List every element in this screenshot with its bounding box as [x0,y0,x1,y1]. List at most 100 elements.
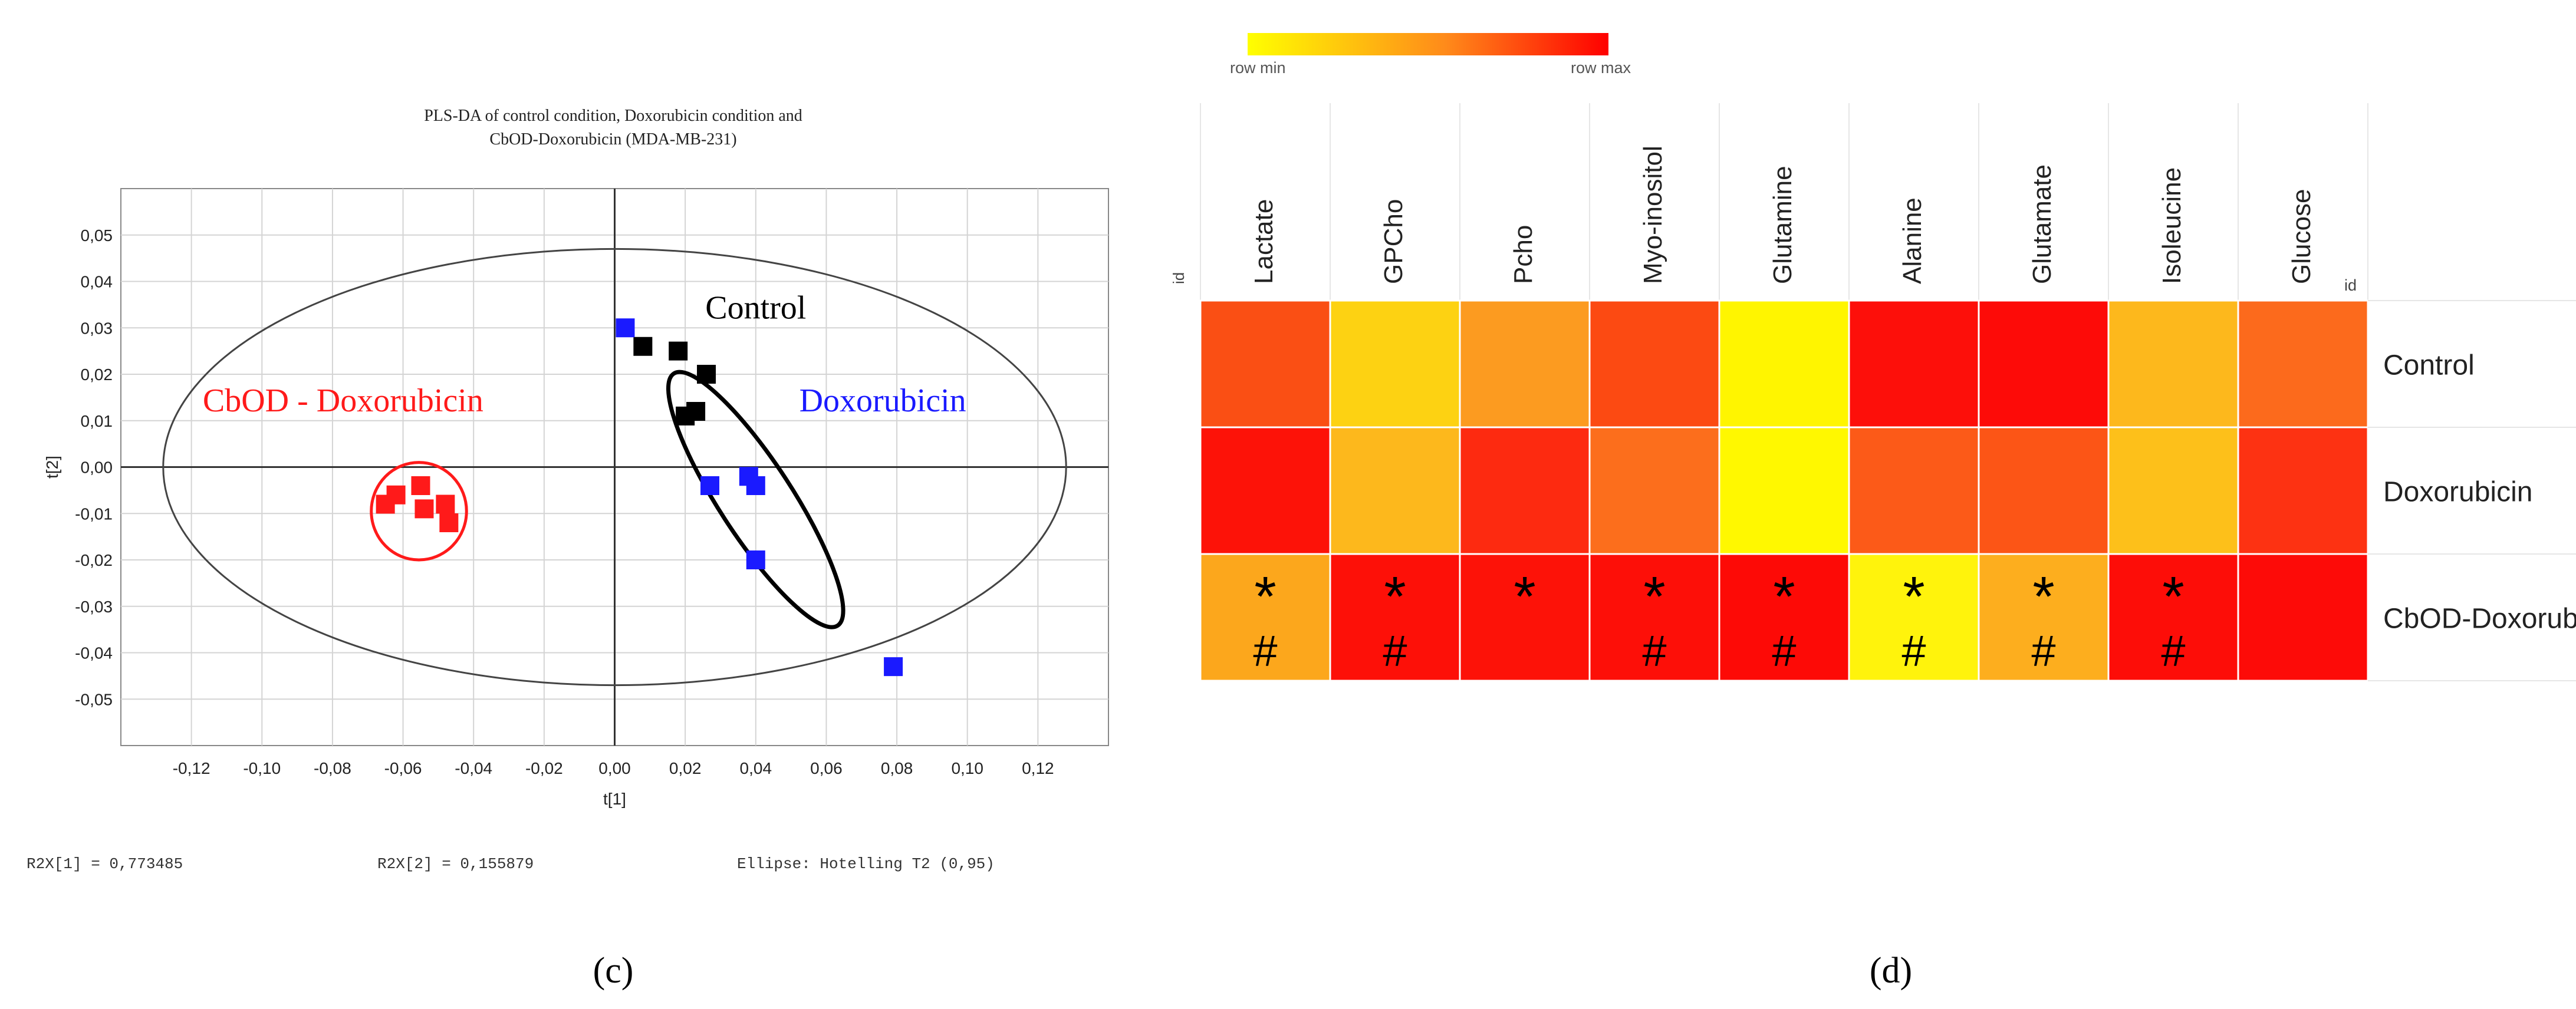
heatmap-cell [1459,299,1591,428]
heatmap-cell [1978,299,2110,428]
heatmap-cell [1978,553,2110,682]
doxorubicin-point [884,657,903,677]
chart-title-line2: CbOD-Doxorubicin (MDA-MB-231) [489,130,736,149]
significance-hash-marker: # [1772,626,1796,675]
row-label: CbOD-Doxorub [2383,604,2576,635]
hotelling-t2-ellipse [162,248,1067,687]
control-point [633,337,653,356]
x-tick-label: -0,12 [173,759,210,777]
x-tick-label: 0,12 [1022,759,1054,777]
significance-star-marker: * [1384,565,1406,628]
y-tick-label: -0,02 [75,551,113,569]
column-header-label: Alanine [1898,197,1927,284]
heatmap-cell [2107,426,2239,555]
y-tick-label: 0,02 [81,365,113,384]
significance-star-marker: * [1903,565,1924,628]
heatmap-cell [1588,299,1720,428]
heatmap-cell [1848,299,1980,428]
x-tick-label: 0,10 [951,759,983,777]
significance-hash-marker: # [2161,626,2185,675]
heatmap-cell [1848,426,1980,555]
heatmap-cell [1978,426,2110,555]
y-tick-label: 0,01 [81,412,113,430]
x-tick-label: 0,06 [810,759,843,777]
heatmap-cell [1459,426,1591,555]
heatmap-cell [1718,299,1850,428]
cbod-doxorubicin-point [439,513,459,532]
column-header-label: GPCho [1379,199,1408,284]
significance-star-marker: * [2162,565,2184,628]
ellipse-info: Ellipse: Hotelling T2 (0,95) [737,855,995,873]
cbod-doxorubicin-circle [370,461,468,562]
significance-hash-marker: # [1383,626,1407,675]
cbod-doxorubicin-point [436,494,455,514]
heatmap-cell [2107,299,2239,428]
control-point [686,402,706,421]
column-header-label: Pcho [1509,225,1538,284]
y-tick-label: -0,04 [75,644,113,662]
doxorubicin-point [700,476,720,495]
x-tick-label: 0,02 [669,759,702,777]
significance-star-marker: * [1254,565,1276,628]
heatmap-cell [1718,553,1850,682]
heatmap-cell [1329,299,1461,428]
heatmap-cell [1329,426,1461,555]
y-axis-label: t[2] [43,456,61,479]
y-tick-label: -0,03 [75,598,113,616]
r2x1-stat: R2X[1] = 0,773485 [27,855,183,873]
significance-star-marker: * [1643,565,1665,628]
column-header-label: Glutamine [1768,166,1797,284]
pls-da-scatter-chart: PLS-DA of control condition, Doxorubicin… [27,107,1109,991]
column-header-label: Glutamate [2028,164,2057,284]
cbod-doxorubicin-point [386,485,406,505]
column-header-label: Lactate [1249,199,1278,284]
heatmap-cell [1718,426,1850,555]
heatmap-cell [1199,426,1331,555]
x-tick-label: -0,06 [384,759,422,777]
panel-label-c: (c) [593,951,634,991]
x-axis-label: t[1] [603,790,626,808]
significance-hash-marker: # [1901,626,1926,675]
control-point [669,341,688,361]
heatmap-cell [1199,299,1331,428]
significance-star-marker: * [2032,565,2054,628]
color-scale-legend-bar [1248,33,1608,55]
scatter-plot-group: PLS-DA of control condition, Doxorubicin… [27,107,1109,991]
heatmap-group: row min row max Lactate GPCho Pcho Myo-inosit… [1170,33,2576,991]
heatmap-cell [1459,553,1591,682]
y-tick-label: 0,00 [81,459,113,477]
group-label-annotation: CbOD - Doxorubicin [203,383,483,419]
heatmap-cell [2237,553,2369,682]
cbod-doxorubicin-point [411,476,430,495]
significance-hash-marker: # [1642,626,1666,675]
doxorubicin-point [746,476,765,495]
x-tick-label: 0,08 [881,759,913,777]
x-tick-label: 0,00 [598,759,631,777]
y-tick-label: 0,04 [81,273,113,291]
significance-star-marker: * [1514,565,1535,628]
y-tick-label: -0,01 [75,505,113,523]
y-tick-label: 0,05 [81,226,113,245]
chart-title-line1: PLS-DA of control condition, Doxorubicin… [424,107,802,125]
significance-star-marker: * [1773,565,1795,628]
y-tick-label: 0,03 [81,319,113,337]
row-label: Control [2383,350,2475,381]
doxorubicin-point [616,318,635,338]
heatmap-cell [1588,426,1720,555]
control-doxorubicin-ellipse [666,370,845,629]
control-point [697,365,716,384]
heatmap-cell [1588,553,1720,682]
heatmap-cell [2107,553,2239,682]
heatmap-cell [1848,553,1980,682]
group-label-annotation: Doxorubicin [800,383,966,419]
legend-max-label: row max [1571,59,1631,77]
x-tick-label: -0,08 [314,759,351,777]
r2x2-stat: R2X[2] = 0,155879 [377,855,534,873]
group-label-annotation: Control [705,290,806,327]
id-label-right: id [2344,276,2357,294]
x-tick-label: -0,04 [455,759,492,777]
doxorubicin-point [746,550,765,569]
legend-min-label: row min [1230,59,1286,77]
panel-label-d: (d) [1870,951,1912,991]
heatmap-cell [1199,553,1331,682]
